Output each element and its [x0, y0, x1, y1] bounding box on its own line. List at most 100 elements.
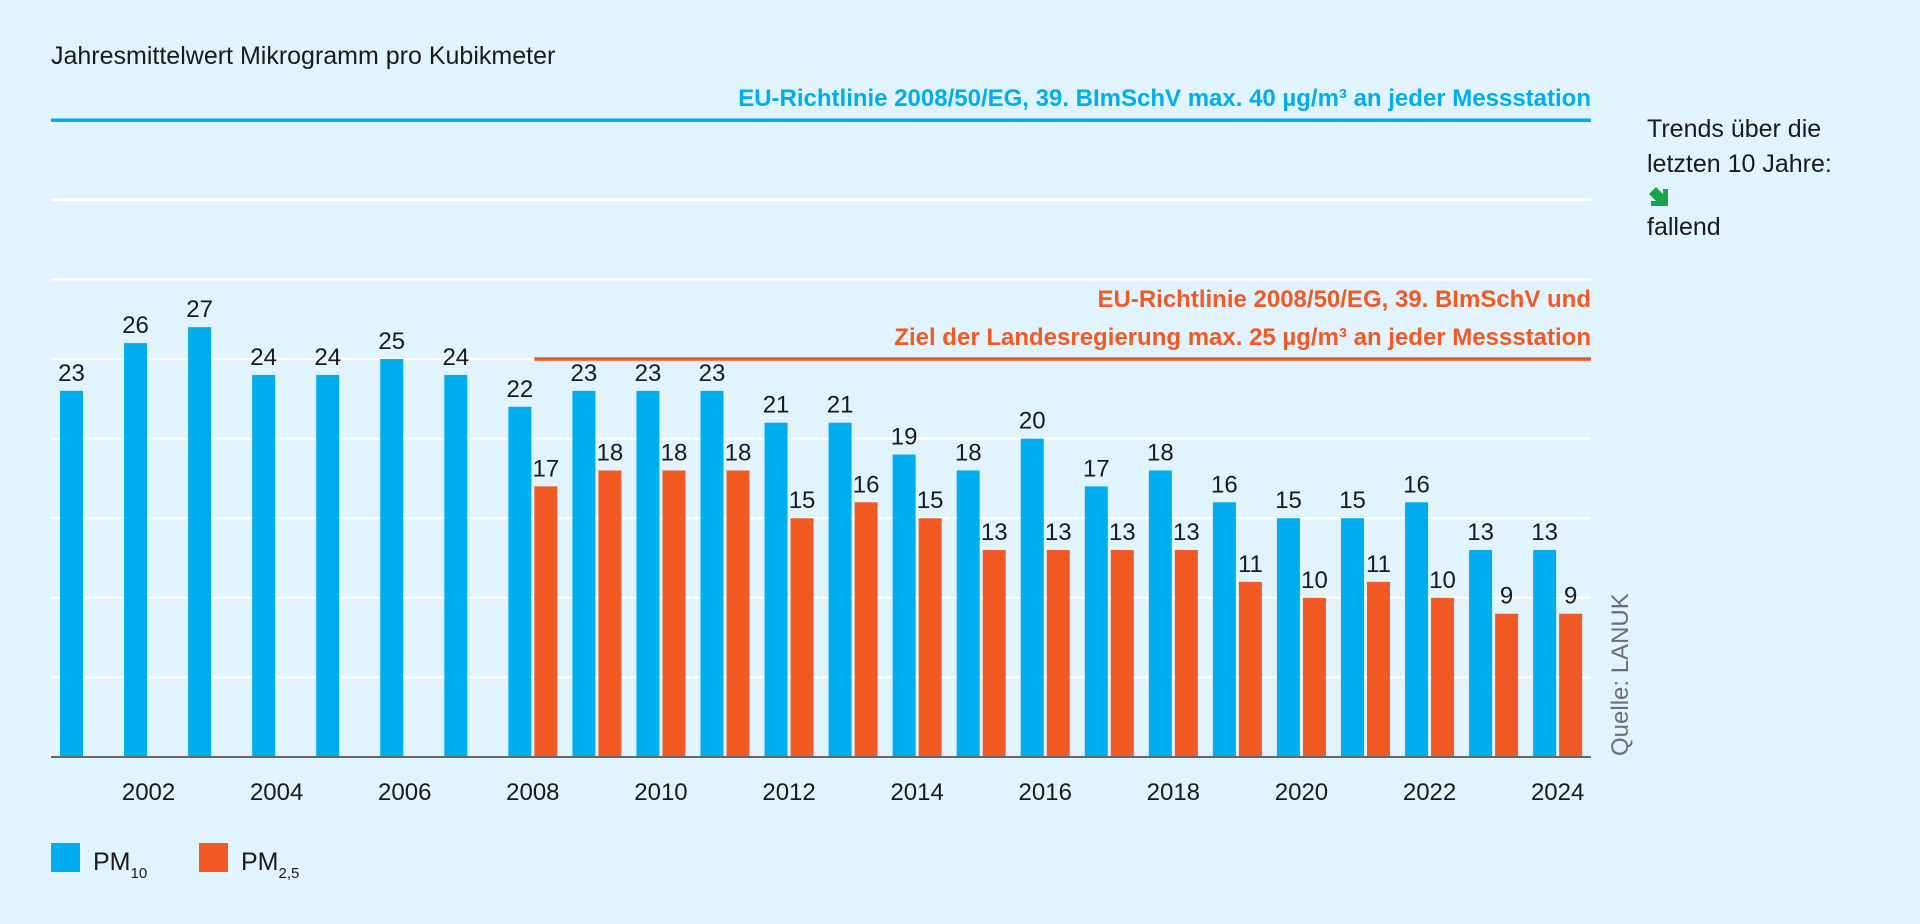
- trend-line-1: Trends über die: [1647, 115, 1822, 143]
- bar-PM2,5-2020: [1302, 597, 1326, 757]
- x-tick-label: 2002: [122, 779, 175, 806]
- data-label: 21: [827, 392, 854, 419]
- bar-PM10-2022: [1405, 502, 1429, 757]
- legend-label-PM2,5: PM2,5: [241, 848, 299, 882]
- data-label: 13: [1467, 519, 1494, 546]
- data-label: 9: [1564, 583, 1577, 610]
- data-label: 19: [891, 424, 918, 451]
- data-label: 15: [789, 487, 816, 514]
- data-label: 20: [1019, 408, 1046, 435]
- bar-PM10-2023: [1469, 550, 1493, 757]
- data-label: 23: [571, 360, 598, 387]
- bar-PM10-2007: [444, 374, 468, 757]
- data-label: 27: [186, 296, 213, 323]
- data-label: 26: [122, 312, 149, 339]
- bar-PM2,5-2011: [726, 470, 750, 757]
- data-label: 13: [1109, 519, 1136, 546]
- data-label: 15: [917, 487, 944, 514]
- trend-box: Trends über die letzten 10 Jahre: fallen…: [1647, 112, 1832, 245]
- legend-swatch-PM10: [51, 843, 80, 872]
- bar-PM10-2009: [572, 390, 596, 757]
- bar-PM10-2021: [1341, 518, 1364, 757]
- bar-PM2,5-2018: [1174, 550, 1198, 757]
- data-label: 18: [955, 439, 982, 466]
- data-label: 24: [250, 344, 277, 371]
- data-label: 23: [58, 360, 85, 387]
- bar-PM2,5-2009: [598, 470, 622, 757]
- data-label: 13: [1173, 519, 1200, 546]
- bar-PM10-2024: [1533, 550, 1557, 757]
- bar-PM2,5-2008: [534, 486, 558, 757]
- data-label: 21: [763, 392, 790, 419]
- x-tick-label: 2022: [1403, 779, 1456, 806]
- data-label: 13: [1045, 519, 1072, 546]
- data-label: 18: [1147, 439, 1174, 466]
- data-label: 9: [1500, 583, 1513, 610]
- data-label: 18: [725, 439, 752, 466]
- data-label: 17: [1083, 455, 1110, 482]
- x-tick-label: 2004: [250, 779, 303, 806]
- bar-PM2,5-2016: [1046, 550, 1070, 757]
- bar-PM2,5-2014: [918, 518, 942, 757]
- data-label: 25: [378, 328, 405, 355]
- chart-title: Jahresmittelwert Mikrogramm pro Kubikmet…: [51, 42, 555, 70]
- bar-PM2,5-2015: [982, 550, 1006, 757]
- arrow-down-right-icon: [1649, 187, 1668, 206]
- data-label: 16: [853, 471, 880, 498]
- data-label: 10: [1429, 567, 1456, 594]
- data-label: 18: [661, 439, 688, 466]
- bar-PM10-2018: [1148, 470, 1172, 757]
- x-tick-label: 2024: [1531, 779, 1584, 806]
- data-label: 11: [1366, 551, 1391, 578]
- bar-PM2,5-2013: [854, 502, 878, 757]
- data-label: 13: [981, 519, 1008, 546]
- data-label: 15: [1275, 487, 1302, 514]
- data-label: 16: [1403, 471, 1430, 498]
- data-label: 24: [314, 344, 341, 371]
- legend-swatch-PM2,5: [199, 843, 228, 872]
- bar-PM10-2016: [1020, 438, 1044, 757]
- x-tick-label: 2020: [1275, 779, 1328, 806]
- bar-PM10-2013: [828, 422, 852, 757]
- bar-PM2,5-2010: [662, 470, 686, 757]
- bar-PM10-2003: [188, 327, 212, 757]
- data-label: 16: [1211, 471, 1238, 498]
- bar-PM10-2011: [700, 390, 724, 757]
- x-tick-label: 2018: [1147, 779, 1200, 806]
- data-label: 11: [1238, 551, 1263, 578]
- bar-PM2,5-2024: [1559, 613, 1583, 757]
- data-label: 23: [699, 360, 726, 387]
- bar-PM10-2014: [892, 454, 916, 757]
- data-label: 17: [532, 455, 559, 482]
- x-tick-label: 2012: [762, 779, 815, 806]
- reference-line-label: Ziel der Landesregierung max. 25 µg/m³ a…: [894, 324, 1591, 351]
- reference-line-label: EU-Richtlinie 2008/50/EG, 39. BImSchV un…: [1098, 286, 1592, 313]
- bar-PM10-2001: [60, 390, 83, 757]
- data-label: 18: [597, 439, 624, 466]
- trend-label: fallend: [1647, 213, 1721, 241]
- bar-PM10-2012: [764, 422, 788, 757]
- data-label: 22: [506, 376, 533, 403]
- reference-line-label: EU-Richtlinie 2008/50/EG, 39. BImSchV ma…: [738, 85, 1591, 112]
- bar-PM10-2010: [636, 390, 660, 757]
- data-label: 24: [442, 344, 469, 371]
- bar-PM10-2006: [380, 359, 404, 757]
- x-tick-label: 2006: [378, 779, 431, 806]
- bar-PM2,5-2012: [790, 518, 814, 757]
- data-label: 15: [1339, 487, 1366, 514]
- x-tick-label: 2010: [634, 779, 687, 806]
- bar-PM10-2008: [508, 406, 532, 757]
- bar-PM2,5-2019: [1238, 581, 1262, 757]
- x-tick-label: 2016: [1019, 779, 1072, 806]
- bar-PM10-2019: [1212, 502, 1236, 757]
- bar-PM2,5-2023: [1495, 613, 1519, 757]
- bar-PM2,5-2022: [1431, 597, 1455, 757]
- bar-PM10-2002: [124, 343, 148, 757]
- bar-PM10-2017: [1084, 486, 1108, 757]
- bar-PM10-2004: [252, 374, 276, 757]
- trend-line-2: letzten 10 Jahre:: [1647, 150, 1832, 178]
- bar-PM10-2015: [956, 470, 980, 757]
- bar-PM10-2020: [1276, 518, 1300, 757]
- data-label: 10: [1301, 567, 1328, 594]
